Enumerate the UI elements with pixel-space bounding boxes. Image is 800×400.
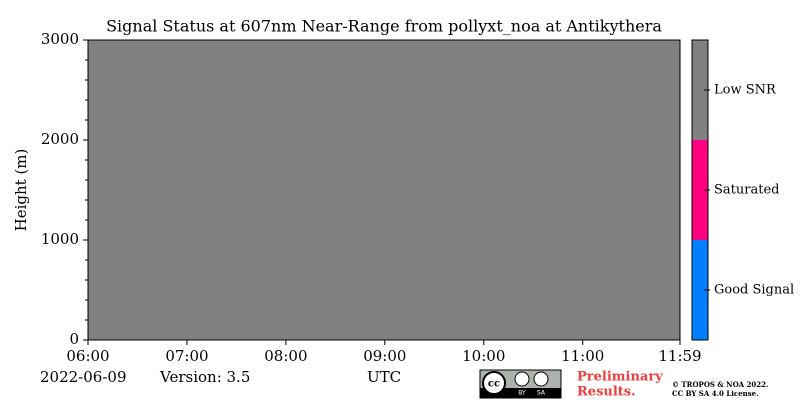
badge-by-icon	[514, 371, 530, 387]
date: 2022-06-09	[40, 368, 126, 386]
notice: Results.	[577, 385, 636, 400]
y-tick-label: 0	[69, 330, 79, 348]
copyright: © TROPOS & NOA 2022.	[672, 380, 768, 389]
badge-sa-icon	[533, 371, 549, 387]
y-tick-label: 3000	[41, 30, 79, 48]
badge-by: BY	[518, 390, 526, 397]
x-axis-label: UTC	[367, 368, 401, 386]
colorbar-label: Low SNR	[714, 83, 777, 98]
badge-cc-text: cc	[488, 379, 500, 390]
colorbar-label: Saturated	[714, 183, 779, 198]
x-tick-label: 09:00	[363, 347, 406, 365]
plot-frame	[87, 39, 681, 341]
y-tick-label: 2000	[41, 130, 79, 148]
colorbar-frame	[691, 39, 709, 341]
colorbar-segment	[692, 140, 708, 240]
heat-cell	[88, 40, 680, 340]
x-tick-label: 10:00	[462, 347, 505, 365]
version: Version: 3.5	[159, 368, 250, 386]
notice: Preliminary	[577, 370, 663, 385]
y-tick-label: 1000	[41, 230, 79, 248]
colorbar-segment	[692, 240, 708, 340]
colorbar-label: Good Signal	[714, 283, 794, 298]
license-badge: cc BY SA	[479, 369, 562, 399]
x-tick-label: 08:00	[264, 347, 307, 365]
chart-title: Signal Status at 607nm Near-Range from p…	[106, 17, 662, 36]
colorbar-segment	[692, 40, 708, 140]
x-tick-label: 06:00	[66, 347, 109, 365]
badge-cc	[482, 371, 506, 395]
x-tick-label: 11:59	[658, 347, 701, 365]
copyright: CC BY SA 4.0 License.	[672, 389, 759, 398]
badge-strip	[480, 388, 561, 398]
x-tick-label: 11:00	[561, 347, 604, 365]
y-axis-label: Height (m)	[12, 149, 30, 232]
badge-sa: SA	[537, 390, 546, 397]
x-tick-label: 07:00	[165, 347, 208, 365]
